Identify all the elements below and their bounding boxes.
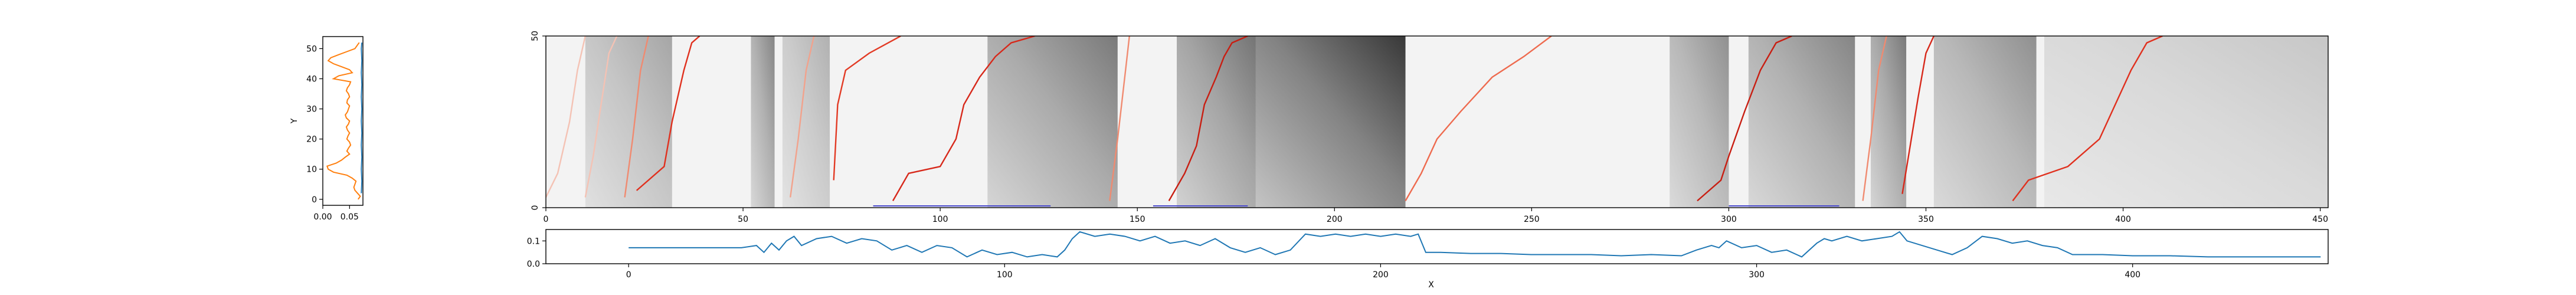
- left-profile-y-tick-label: 30: [306, 105, 317, 114]
- heatmap-dark-region: [1177, 36, 1264, 208]
- left-profile-lines: [326, 42, 363, 200]
- left-profile-series-1: [361, 42, 363, 194]
- left-profile-plot: 0 10 20 30 40 50 0.00 0.05 Y: [290, 36, 364, 222]
- heatmap-path-line-8: [1168, 36, 1248, 201]
- heatmap-x-tick-label: 300: [1721, 215, 1737, 224]
- left-profile-y-tick-label: 0: [312, 195, 317, 205]
- left-profile-y-tick-label: 50: [306, 44, 317, 54]
- bottom-profile-y-tick-label: 0.1: [527, 237, 540, 246]
- left-profile-y-ticks: 0 10 20 30 40 50: [306, 44, 323, 205]
- heatmap-path-line-9: [1405, 36, 1552, 201]
- bottom-profile-y-ticks: 0.0 0.1: [527, 237, 546, 269]
- heatmap-path-line-6: [892, 36, 1035, 201]
- bottom-profile-frame: [545, 229, 2329, 264]
- heatmap-path-line-3: [636, 36, 701, 191]
- heatmap-dark-region: [987, 36, 1118, 208]
- heatmap-path-line-4: [790, 36, 815, 198]
- heatmap-path-lines: [546, 36, 2163, 202]
- heatmap-x-tick-label: 200: [1327, 215, 1343, 224]
- bottom-profile-plot: 0 100 200 300 400 0.0 0.1 X: [527, 229, 2329, 290]
- heatmap-dark-region: [1870, 36, 1907, 208]
- heatmap-path-line-7: [1109, 36, 1130, 201]
- left-profile-y-label: Y: [290, 118, 299, 124]
- heatmap-x-ticks: 0 50 100 150 200 250 300 350 400 450: [544, 208, 2328, 224]
- heatmap-y-tick-label: 50: [531, 31, 540, 41]
- heatmap-dark-regions: [585, 36, 2328, 208]
- heatmap-y-tick-label: 0: [531, 205, 540, 211]
- heatmap-path-line-10: [1697, 36, 1792, 202]
- heatmap-dark-region: [1670, 36, 1729, 208]
- heatmap-x-tick-label: 250: [1524, 215, 1540, 224]
- bottom-profile-x-tick-label: 400: [2125, 270, 2140, 280]
- heatmap-path-line-1: [584, 36, 618, 198]
- main-heatmap-plot: 0 50 100 150 200 250 300 350 400 450 0 50: [531, 31, 2329, 224]
- heatmap-dark-region: [751, 36, 775, 208]
- bottom-profile-y-tick-label: 0.0: [527, 260, 540, 269]
- left-profile-x-tick-label: 0.05: [341, 212, 359, 222]
- left-profile-x-tick-label: 0.00: [313, 212, 332, 222]
- heatmap-frame: [545, 35, 2329, 208]
- heatmap-x-tick-label: 100: [932, 215, 948, 224]
- heatmap-dark-region: [2044, 36, 2328, 208]
- left-profile-y-tick-label: 20: [306, 135, 317, 145]
- heatmap-dark-region: [782, 36, 830, 208]
- left-profile-x-ticks: 0.00 0.05: [313, 205, 359, 222]
- heatmap-x-tick-label: 150: [1130, 215, 1145, 224]
- heatmap-x-tick-label: 450: [2312, 215, 2328, 224]
- bottom-profile-x-tick-label: 300: [1749, 270, 1765, 280]
- bottom-profile-series-0: [629, 231, 2321, 258]
- left-profile-series-0: [326, 42, 361, 200]
- heatmap-dark-region: [1255, 36, 1406, 208]
- heatmap-dark-region: [1933, 36, 2037, 208]
- heatmap-x-tick-label: 350: [1918, 215, 1934, 224]
- heatmap-path-line-11: [1862, 36, 1887, 201]
- heatmap-x-tick-label: 0: [544, 215, 549, 224]
- bottom-profile-x-ticks: 0 100 200 300 400: [626, 264, 2140, 280]
- heatmap-y-ticks: 0 50: [531, 31, 546, 210]
- heatmap-x-tick-label: 400: [2115, 215, 2131, 224]
- bottom-profile-x-tick-label: 200: [1373, 270, 1389, 280]
- heatmap-path-line-5: [833, 36, 901, 181]
- heatmap-dark-region: [585, 36, 672, 208]
- heatmap-x-tick-label: 50: [738, 215, 748, 224]
- heatmap-path-line-13: [2012, 36, 2163, 202]
- heatmap-path-line-12: [1901, 36, 1935, 194]
- bottom-profile-x-label: X: [1428, 280, 1434, 290]
- left-profile-frame: [322, 36, 364, 206]
- left-profile-y-tick-label: 10: [306, 165, 317, 175]
- bottom-profile-x-tick-label: 100: [997, 270, 1013, 280]
- bottom-profile-x-tick-label: 0: [626, 270, 631, 280]
- heatmap-path-line-2: [624, 36, 649, 198]
- heatmap-dark-region: [1748, 36, 1855, 208]
- bottom-profile-lines: [629, 231, 2321, 258]
- left-profile-y-tick-label: 40: [306, 75, 317, 84]
- heatmap-path-line-0: [546, 36, 586, 198]
